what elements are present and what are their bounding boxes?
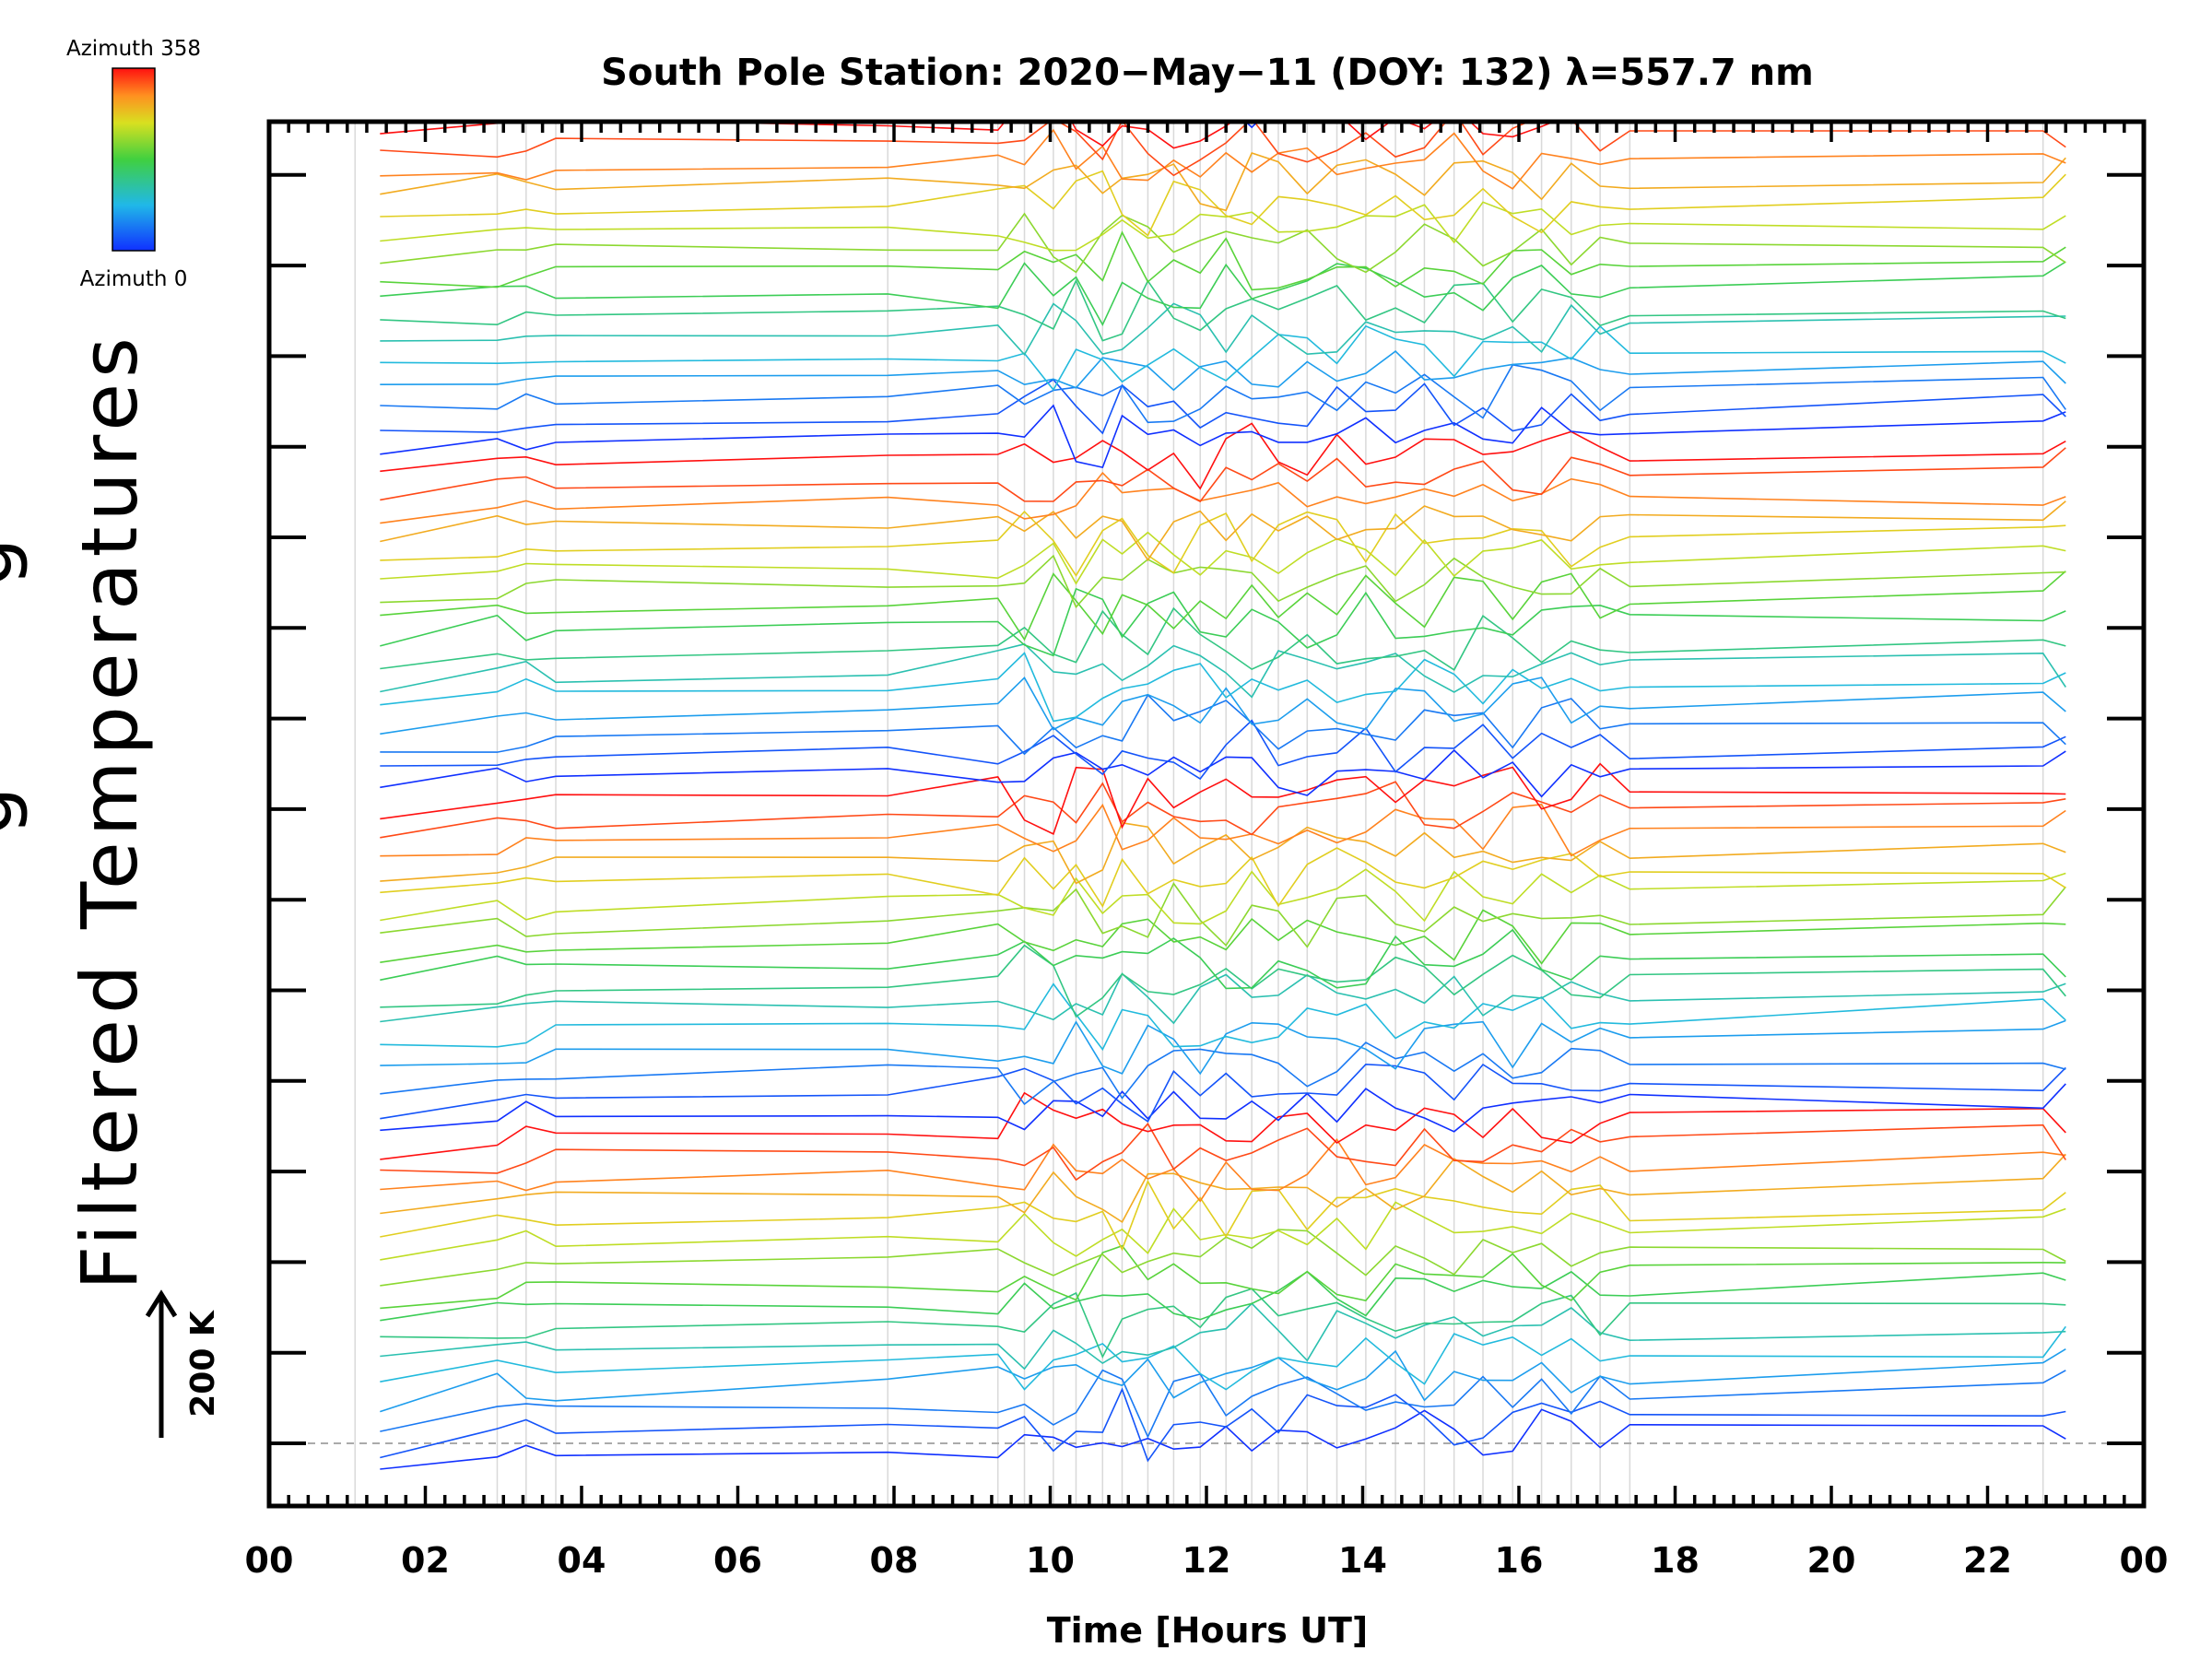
series-trace [380,719,2066,781]
series-trace [380,882,2066,948]
series-trace [380,1348,2066,1413]
scale-bar: 200 K [145,1289,222,1438]
vertical-gridlines [354,122,2044,1506]
chart-title: South Pole Station: 2020−May−11 (DOY: 13… [601,52,1814,94]
series-trace [380,1369,2066,1439]
series-trace [380,0,2065,41]
series-trace [380,404,2066,469]
scale-bar-arrowhead [145,1289,178,1318]
azimuth-colorbar: Azimuth 358 Azimuth 0 [66,37,201,291]
series-trace [380,972,2066,1025]
series-trace [380,152,2066,212]
x-tick-label: 02 [401,1540,450,1581]
series-trace [380,652,2066,723]
series-trace [380,201,2066,252]
series-trace [380,378,2066,435]
series-trace [380,1041,2066,1106]
series-trace [380,781,2066,839]
series-trace [380,909,2066,965]
series-trace [380,1083,2066,1133]
colorbar-bottom-label: Azimuth 0 [80,267,188,291]
series-trace [380,1408,2066,1470]
x-tick-label: 06 [713,1540,762,1581]
y-axis-partial-glyph-2: g [0,786,29,835]
series-trace [380,1138,2066,1203]
series-trace [1244,122,1574,129]
series-trace [380,1302,2066,1371]
x-tick-label: 10 [1026,1540,1075,1581]
series-trace [380,261,2066,327]
series-trace [380,1387,2066,1463]
series-trace [380,1325,2066,1391]
series-trace [380,554,2066,609]
axis-ticks [267,122,2146,1506]
series-trace [380,676,2066,735]
series-trace [380,1091,2066,1160]
x-tick-label: 14 [1338,1540,1387,1581]
x-tick-label: 12 [1182,1540,1231,1581]
series-trace [380,606,2066,671]
series-trace [380,531,2066,585]
x-tick-label: 20 [1807,1540,1856,1581]
series-trace [380,278,2066,342]
series-trace [380,324,2066,392]
y-axis-partial-glyph-1: g [0,537,29,586]
series-trace [380,821,2066,885]
series-trace [380,642,2066,699]
x-tick-label: 08 [870,1540,919,1581]
series-trace [380,803,2066,857]
series-trace [380,363,2066,424]
series-trace [380,928,2066,990]
series-trace [380,212,2066,274]
series-trace [380,170,2066,237]
series-trace [380,1229,2066,1287]
series-trace [380,447,2066,503]
series-trace [380,944,2066,1018]
series-trace [380,422,2066,490]
x-tick-labels: 00 02 04 06 08 10 12 14 16 18 20 22 00 [245,1540,2169,1581]
series-trace [380,128,2066,190]
x-axis-label: Time [Hours UT] [1047,1610,1369,1651]
colorbar-gradient [112,67,156,252]
series-trace [380,230,2066,291]
x-tick-label: 04 [558,1540,606,1581]
x-tick-label: 18 [1651,1540,1700,1581]
series-trace [380,847,2066,909]
series-trace [380,0,2065,28]
colorbar-top-label: Azimuth 358 [66,37,201,61]
x-tick-label: 16 [1495,1540,1544,1581]
series-trace [380,302,2066,357]
series-trace [380,587,2066,657]
scale-bar-label: 200 K [184,1310,222,1418]
series-trace [380,500,2066,562]
series-trace [380,1063,2066,1123]
series-trace [380,762,2066,836]
x-tick-label: 00 [2120,1540,2169,1581]
series-trace [380,571,2066,641]
series-trace [380,693,2066,756]
series-trace [380,122,1556,149]
series-trace [380,122,2066,177]
x-tick-label: 22 [1963,1540,2012,1581]
x-tick-label: 00 [245,1540,294,1581]
series-trace [380,1153,2066,1224]
series-trace [380,1270,2066,1322]
series-trace [380,350,2066,392]
series-trace [380,510,2066,578]
series-trace [380,868,2066,925]
y-axis-label: Filtered Temperatures [65,332,155,1290]
series-trace [380,1122,2066,1182]
series-trace [380,471,2066,524]
plot-frame [266,119,2147,1509]
series-traces [380,0,2066,1470]
series-trace [380,1244,2066,1310]
series-trace [380,748,2066,798]
series-trace [380,1201,2066,1261]
series-trace [380,1019,2066,1076]
series-trace [380,1179,2066,1252]
series-trace [380,1288,2066,1359]
